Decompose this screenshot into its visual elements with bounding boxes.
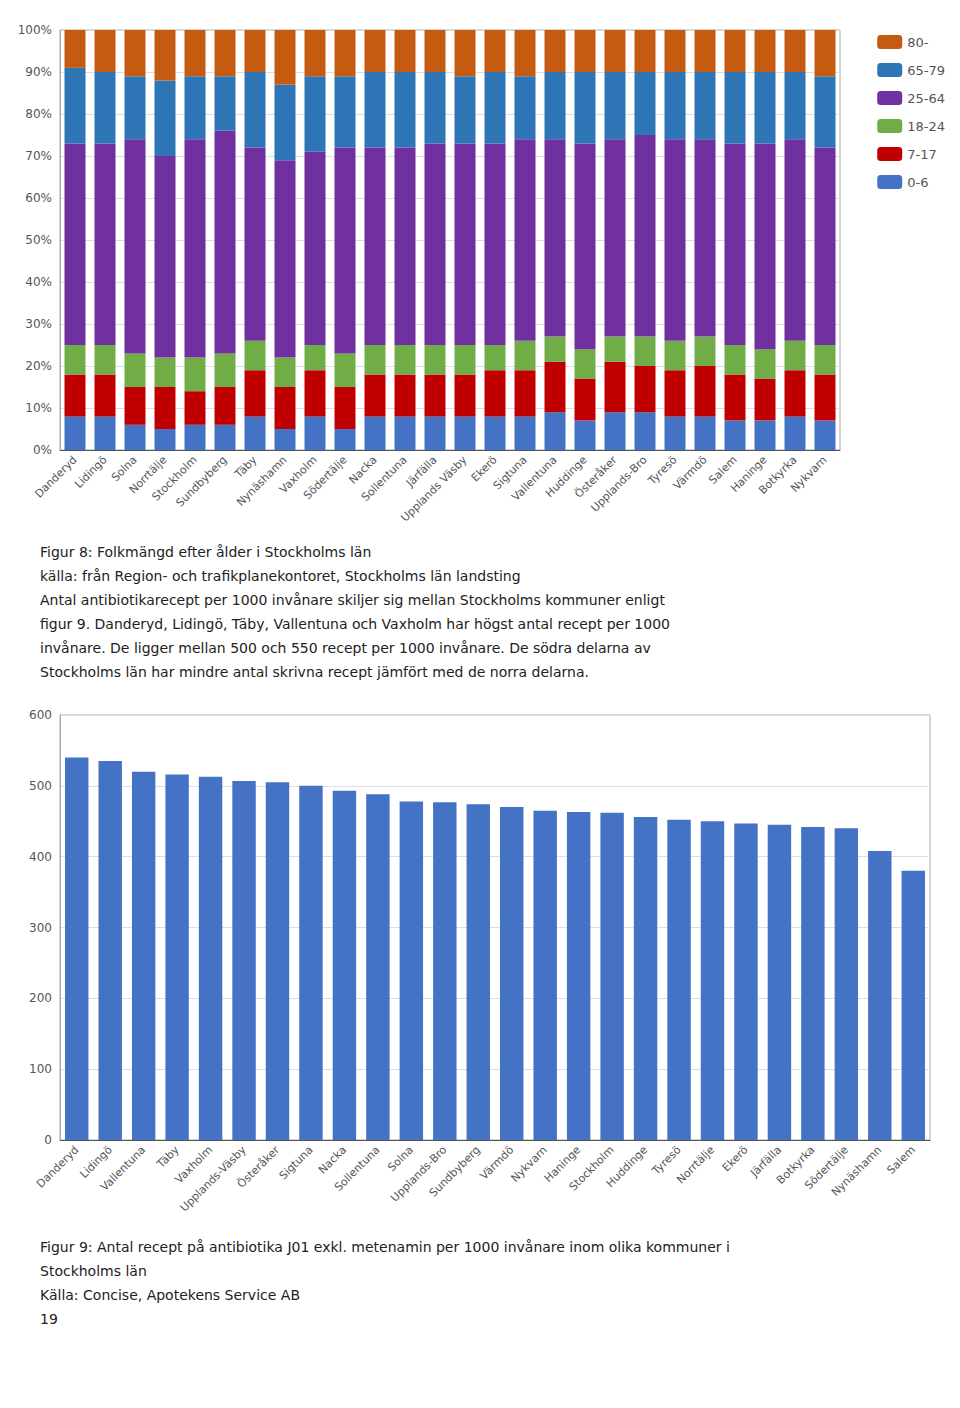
svg-text:Ekerö: Ekerö xyxy=(720,1143,751,1174)
svg-text:Nynäshamn: Nynäshamn xyxy=(234,453,290,509)
svg-text:Källa: Concise, Apotekens Serv: Källa: Concise, Apotekens Service AB xyxy=(40,1287,300,1303)
svg-text:30%: 30% xyxy=(25,317,52,331)
svg-text:40%: 40% xyxy=(25,275,52,289)
svg-text:65-79: 65-79 xyxy=(907,63,945,78)
svg-text:källa: från Region- och trafik: källa: från Region- och trafikplanekonto… xyxy=(40,568,521,584)
svg-text:Sundbyberg: Sundbyberg xyxy=(427,1143,483,1199)
svg-text:Järfälla: Järfälla xyxy=(403,453,440,490)
svg-text:Täby: Täby xyxy=(232,453,260,481)
svg-text:Figur 8: Folkmängd efter ålder: Figur 8: Folkmängd efter ålder i Stockho… xyxy=(40,544,371,560)
svg-text:600: 600 xyxy=(29,708,52,722)
svg-text:Stockholms län: Stockholms län xyxy=(40,1263,147,1279)
svg-text:Nacka: Nacka xyxy=(346,453,380,487)
svg-text:Stockholms län har mindre anta: Stockholms län har mindre antal skrivna … xyxy=(40,664,589,680)
svg-text:Södertälje: Södertälje xyxy=(802,1143,851,1193)
svg-text:Upplands Väsby: Upplands Väsby xyxy=(399,453,470,524)
svg-text:Danderyd: Danderyd xyxy=(34,1143,81,1190)
svg-text:Österåker: Österåker xyxy=(572,453,620,501)
svg-text:70%: 70% xyxy=(25,149,52,163)
svg-text:Vaxholm: Vaxholm xyxy=(276,453,320,497)
svg-text:Stockholm: Stockholm xyxy=(149,453,200,504)
svg-text:figur 9. Danderyd, Lidingö, Tä: figur 9. Danderyd, Lidingö, Täby, Vallen… xyxy=(40,616,670,632)
svg-text:0: 0 xyxy=(44,1133,52,1147)
svg-text:60%: 60% xyxy=(25,191,52,205)
svg-text:Tyresö: Tyresö xyxy=(645,453,680,488)
svg-text:Sollentuna: Sollentuna xyxy=(332,1143,383,1194)
svg-text:Upplands-Bro: Upplands-Bro xyxy=(588,453,649,514)
svg-text:Sigtuna: Sigtuna xyxy=(490,453,530,493)
svg-text:7-17: 7-17 xyxy=(907,147,937,162)
svg-text:Vallentuna: Vallentuna xyxy=(509,453,560,504)
svg-text:invånare. De ligger mellan 500: invånare. De ligger mellan 500 och 550 r… xyxy=(40,640,651,656)
svg-text:Lidingö: Lidingö xyxy=(72,453,110,491)
svg-text:80-: 80- xyxy=(907,35,929,50)
svg-text:Vallentuna: Vallentuna xyxy=(98,1143,148,1193)
svg-text:100: 100 xyxy=(29,1062,52,1076)
svg-text:Norrtälje: Norrtälje xyxy=(126,453,170,497)
svg-text:500: 500 xyxy=(29,779,52,793)
svg-text:Järfälla: Järfälla xyxy=(748,1143,784,1180)
svg-text:Nynäshamn: Nynäshamn xyxy=(829,1143,885,1199)
svg-text:Haninge: Haninge xyxy=(728,453,770,495)
svg-text:Sigtuna: Sigtuna xyxy=(277,1143,316,1182)
svg-text:25-64: 25-64 xyxy=(907,91,945,106)
svg-text:Botkyrka: Botkyrka xyxy=(756,453,800,497)
svg-text:Södertälje: Södertälje xyxy=(301,453,350,502)
svg-text:Upplands-Väsby: Upplands-Väsby xyxy=(177,1143,249,1215)
svg-text:0%: 0% xyxy=(33,443,52,457)
svg-text:Nykvarn: Nykvarn xyxy=(788,453,829,494)
svg-text:Solna: Solna xyxy=(385,1143,416,1174)
svg-text:Botkyrka: Botkyrka xyxy=(774,1143,818,1187)
svg-text:Huddinge: Huddinge xyxy=(604,1143,651,1190)
svg-text:Figur 9: Antal recept på antib: Figur 9: Antal recept på antibiotika J01… xyxy=(40,1239,730,1255)
svg-text:200: 200 xyxy=(29,991,52,1005)
svg-text:20%: 20% xyxy=(25,359,52,373)
svg-text:18-24: 18-24 xyxy=(907,119,945,134)
svg-text:80%: 80% xyxy=(25,107,52,121)
svg-text:Stockholm: Stockholm xyxy=(566,1143,617,1194)
svg-text:Upplands-Bro: Upplands-Bro xyxy=(388,1143,449,1204)
svg-text:Sollentuna: Sollentuna xyxy=(359,453,410,504)
svg-text:Salem: Salem xyxy=(706,453,740,487)
svg-text:Lidingö: Lidingö xyxy=(77,1143,115,1181)
svg-text:90%: 90% xyxy=(25,65,52,79)
svg-text:Salem: Salem xyxy=(884,1143,917,1176)
svg-text:Nacka: Nacka xyxy=(315,1143,349,1177)
svg-text:Tyresö: Tyresö xyxy=(649,1143,684,1178)
svg-text:10%: 10% xyxy=(25,401,52,415)
svg-text:19: 19 xyxy=(40,1311,58,1327)
svg-text:100%: 100% xyxy=(18,23,52,37)
svg-text:Norrtälje: Norrtälje xyxy=(674,1143,717,1186)
svg-text:Sundbyberg: Sundbyberg xyxy=(173,453,229,509)
svg-text:300: 300 xyxy=(29,921,52,935)
svg-text:400: 400 xyxy=(29,850,52,864)
svg-text:Värmdö: Värmdö xyxy=(477,1143,517,1183)
svg-text:Värmdö: Värmdö xyxy=(671,453,710,492)
svg-text:Huddinge: Huddinge xyxy=(543,453,590,500)
svg-text:Vaxholm: Vaxholm xyxy=(172,1143,216,1187)
svg-text:Nykvarn: Nykvarn xyxy=(508,1143,550,1185)
svg-text:Österåker: Österåker xyxy=(235,1143,283,1191)
svg-text:Täby: Täby xyxy=(154,1143,182,1171)
svg-text:Antal antibiotikarecept per 10: Antal antibiotikarecept per 1000 invånar… xyxy=(40,592,665,608)
svg-text:Solna: Solna xyxy=(108,453,140,485)
svg-text:Haninge: Haninge xyxy=(541,1143,584,1185)
svg-text:0-6: 0-6 xyxy=(907,175,928,190)
svg-text:Ekerö: Ekerö xyxy=(468,453,500,485)
svg-text:50%: 50% xyxy=(25,233,52,247)
svg-text:Danderyd: Danderyd xyxy=(32,453,79,500)
